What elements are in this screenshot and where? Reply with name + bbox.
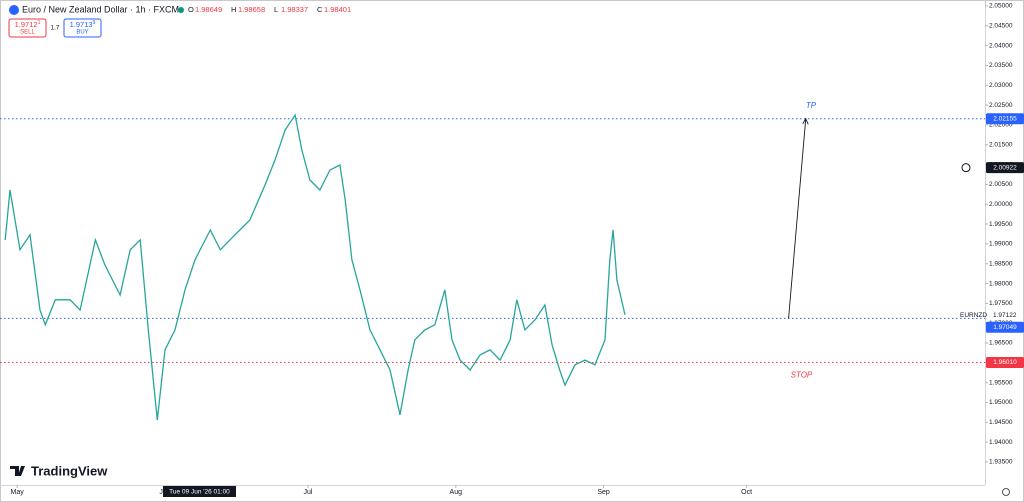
ohlc-value: 1.98337 bbox=[281, 5, 308, 14]
arrow-head bbox=[802, 117, 809, 125]
y-tick-label: 2.00500 bbox=[989, 181, 1013, 188]
time-tooltip bbox=[163, 486, 236, 497]
price-tag-label: 1.97049 bbox=[993, 324, 1017, 331]
x-tick-label: Oct bbox=[741, 489, 752, 496]
y-tick-label: 1.98500 bbox=[989, 260, 1013, 267]
ohlc-key: H bbox=[231, 5, 236, 14]
price-tag bbox=[986, 113, 1024, 125]
sell-label: SELL bbox=[20, 30, 35, 36]
y-tick-label: 1.94000 bbox=[989, 439, 1013, 446]
price-tag-label: 2.00922 bbox=[993, 164, 1017, 171]
price-tag bbox=[986, 162, 1024, 174]
ohlc-key: O bbox=[188, 5, 194, 14]
ohlc-value: 1.98658 bbox=[238, 5, 265, 14]
ohlc-key: C bbox=[317, 5, 323, 14]
y-tick-label: 2.04500 bbox=[989, 22, 1013, 29]
y-tick-label: 1.94500 bbox=[989, 419, 1013, 426]
logo: TradingView bbox=[31, 463, 108, 478]
x-tick-label: Sep bbox=[597, 489, 610, 496]
price-tag bbox=[986, 356, 1024, 368]
status-dot bbox=[178, 7, 184, 13]
x-tick-label: Jul bbox=[304, 489, 313, 496]
ohlc-value: 1.98649 bbox=[195, 5, 222, 14]
y-tick-label: 2.04000 bbox=[989, 42, 1013, 49]
y-tick-label: 2.05000 bbox=[989, 3, 1013, 10]
y-tick-label: 2.00000 bbox=[989, 201, 1013, 208]
symbol-icon bbox=[9, 5, 19, 15]
y-tick-label: 1.98000 bbox=[989, 280, 1013, 287]
buy-price: 1.97139 bbox=[70, 20, 96, 29]
price-tag-label: 1.96010 bbox=[993, 359, 1017, 366]
y-tick-label: 2.03500 bbox=[989, 62, 1013, 69]
y-tick-label: 1.95500 bbox=[989, 379, 1013, 386]
ohlc-key: L bbox=[274, 5, 278, 14]
y-tick-label: 1.97500 bbox=[989, 300, 1013, 307]
annotation: STOP bbox=[791, 371, 813, 380]
price-tag bbox=[986, 321, 1024, 333]
x-tick-label: May bbox=[11, 489, 25, 496]
y-tick-label: 2.02000 bbox=[989, 122, 1013, 129]
buy-button[interactable] bbox=[63, 18, 102, 38]
y-tick-label: 1.99000 bbox=[989, 241, 1013, 248]
tag-icon bbox=[961, 163, 971, 173]
y-tick-label: 1.93500 bbox=[989, 459, 1013, 466]
y-tick-label: 1.99500 bbox=[989, 221, 1013, 228]
y-tick-label: 2.03000 bbox=[989, 82, 1013, 89]
sell-price: 1.97121 bbox=[15, 20, 41, 29]
buy-label: BUY bbox=[76, 30, 88, 36]
annotation: TP bbox=[806, 101, 817, 110]
price-line bbox=[4, 113, 626, 421]
ohlc: O 1.98649 H 1.98658 L 1.98337 C 1.98401 bbox=[188, 5, 351, 14]
spread: 1.7 bbox=[50, 25, 59, 32]
settings-icon[interactable] bbox=[1002, 488, 1010, 496]
symbol-title: Euro / New Zealand Dollar · 1h · FXCM bbox=[22, 4, 179, 14]
ohlc-value: 1.98401 bbox=[324, 5, 351, 14]
sell-button[interactable] bbox=[8, 18, 47, 38]
y-tick-label: 2.01500 bbox=[989, 141, 1013, 148]
y-tick-label: 2.02500 bbox=[989, 102, 1013, 109]
price-tag-label: 2.02155 bbox=[993, 115, 1017, 122]
arrow bbox=[788, 118, 807, 319]
logo-icon bbox=[10, 466, 25, 476]
y-tick-label: 1.95000 bbox=[989, 399, 1013, 406]
x-tick-label: Aug bbox=[450, 489, 463, 496]
y-tick-label: 1.96500 bbox=[989, 340, 1013, 347]
level-label: 1.97122 bbox=[993, 312, 1017, 319]
time-tooltip-label: Tue 09 Jun '26 01:00 bbox=[169, 489, 230, 496]
level-name: EURNZD bbox=[960, 312, 987, 319]
